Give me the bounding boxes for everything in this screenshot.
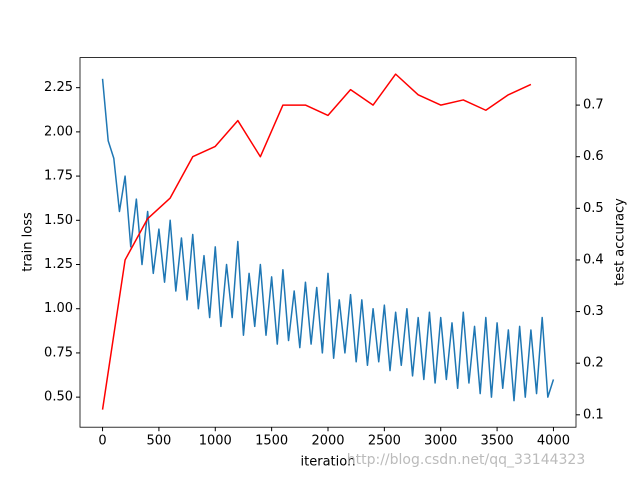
y-tick-label: 0.75 xyxy=(44,345,73,360)
x-tick-label: 1000 xyxy=(199,434,232,449)
x-tick-label: 1500 xyxy=(255,434,288,449)
y-tick-label: 0.50 xyxy=(44,390,73,405)
x-tick-label: 2000 xyxy=(311,434,344,449)
y2-axis-label: test accuracy xyxy=(613,198,628,286)
y2-tick-label: 0.3 xyxy=(583,304,604,319)
y-tick-label: 1.00 xyxy=(44,301,73,316)
y2-tick-label: 0.7 xyxy=(583,98,604,113)
y2-tick-label: 0.4 xyxy=(583,252,604,267)
x-tick-label: 0 xyxy=(98,434,106,449)
y-tick-label: 2.00 xyxy=(44,124,73,139)
y2-tick-label: 0.2 xyxy=(583,356,604,371)
y-tick-label: 1.75 xyxy=(44,169,73,184)
x-axis-label: iteration xyxy=(301,455,356,470)
x-tick-label: 2500 xyxy=(368,434,401,449)
line-series xyxy=(101,73,532,410)
y-tick-label: 2.25 xyxy=(44,80,73,95)
y-axis-label: train loss xyxy=(21,212,36,272)
y-tick-label: 1.25 xyxy=(44,257,73,272)
x-tick-label: 3000 xyxy=(424,434,457,449)
y2-tick-label: 0.1 xyxy=(583,407,604,422)
y2-tick-label: 0.6 xyxy=(583,149,604,164)
y2-tick-label: 0.5 xyxy=(583,201,604,216)
y-tick-label: 1.50 xyxy=(44,213,73,228)
watermark: http://blog.csdn.net/qq_33144323 xyxy=(347,452,586,468)
x-tick-label: 4000 xyxy=(537,434,570,449)
x-tick-label: 3500 xyxy=(481,434,514,449)
plot-frame xyxy=(79,57,577,428)
line-series xyxy=(101,78,555,402)
x-tick-label: 500 xyxy=(146,434,171,449)
